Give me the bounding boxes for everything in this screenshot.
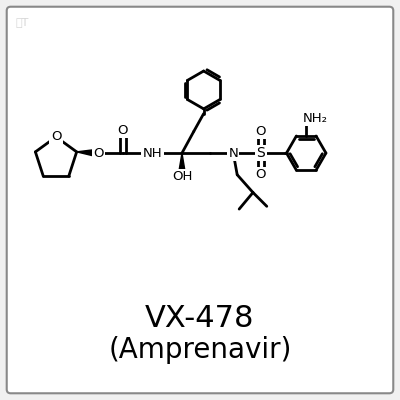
Text: O: O [256, 168, 266, 181]
Text: VX-478: VX-478 [145, 304, 255, 333]
Text: O: O [93, 146, 104, 160]
Text: NH: NH [142, 146, 162, 160]
Text: N: N [228, 146, 238, 160]
Polygon shape [77, 149, 98, 157]
Text: (Amprenavir): (Amprenavir) [108, 336, 292, 364]
Text: O: O [256, 125, 266, 138]
Text: O: O [118, 124, 128, 137]
FancyBboxPatch shape [7, 7, 393, 393]
Polygon shape [178, 153, 186, 177]
Text: 🍄T: 🍄T [16, 18, 29, 28]
Text: NH₂: NH₂ [302, 112, 328, 125]
Text: S: S [256, 146, 265, 160]
Text: OH: OH [172, 170, 192, 183]
Text: O: O [51, 130, 61, 143]
